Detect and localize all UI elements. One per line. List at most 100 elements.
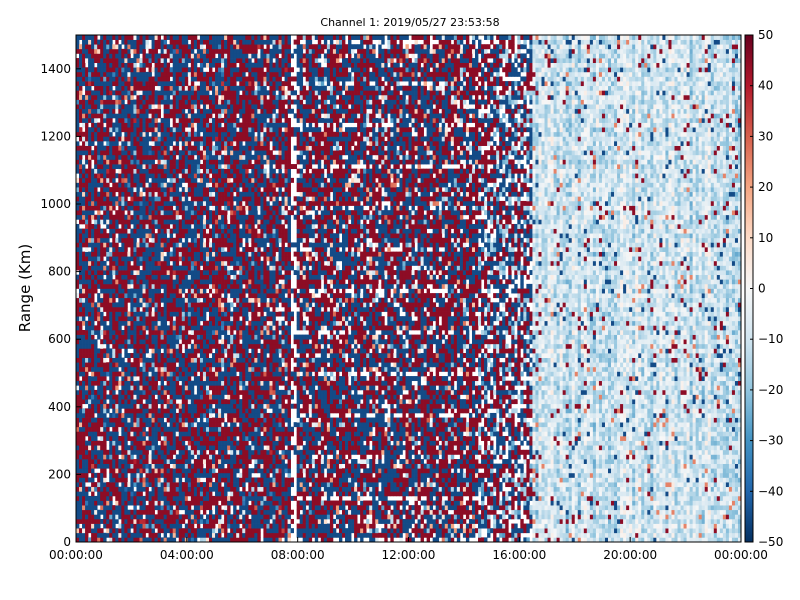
heatmap-cell bbox=[206, 136, 209, 141]
heatmap-cell bbox=[118, 270, 121, 275]
heatmap-cell bbox=[197, 270, 200, 275]
heatmap-cell bbox=[139, 501, 142, 506]
heatmap-cell bbox=[143, 404, 146, 409]
heatmap-cell bbox=[91, 256, 94, 261]
heatmap-cell bbox=[179, 53, 182, 58]
heatmap-cell bbox=[212, 445, 215, 450]
heatmap-cell bbox=[173, 395, 176, 400]
heatmap-cell bbox=[197, 141, 200, 146]
heatmap-cell bbox=[215, 44, 218, 49]
heatmap-cell bbox=[215, 413, 218, 418]
heatmap-cell bbox=[130, 44, 133, 49]
heatmap-cell bbox=[152, 284, 155, 289]
heatmap-cell bbox=[218, 399, 221, 404]
heatmap-cell bbox=[191, 159, 194, 164]
heatmap-cell bbox=[170, 35, 173, 40]
heatmap-cell bbox=[91, 238, 94, 243]
heatmap-cell bbox=[218, 270, 221, 275]
heatmap-cell bbox=[97, 284, 100, 289]
heatmap-cell bbox=[97, 104, 100, 109]
heatmap-cell bbox=[188, 206, 191, 211]
heatmap-cell bbox=[109, 219, 112, 224]
heatmap-cell bbox=[221, 487, 224, 492]
heatmap-cell bbox=[182, 316, 185, 321]
heatmap-cell bbox=[161, 454, 164, 459]
heatmap-cell bbox=[194, 178, 197, 183]
heatmap-cell bbox=[212, 293, 215, 298]
heatmap-cell bbox=[182, 362, 185, 367]
heatmap-cell bbox=[221, 450, 224, 455]
heatmap-cell bbox=[82, 210, 85, 215]
heatmap-cell bbox=[82, 76, 85, 81]
heatmap-cell bbox=[176, 445, 179, 450]
heatmap-cell bbox=[115, 265, 118, 270]
heatmap-cell bbox=[170, 381, 173, 386]
heatmap-cell bbox=[167, 459, 170, 464]
heatmap-cell bbox=[124, 219, 127, 224]
heatmap-cell bbox=[76, 514, 79, 519]
heatmap-cell bbox=[194, 325, 197, 330]
heatmap-cell bbox=[215, 256, 218, 261]
heatmap-cell bbox=[124, 238, 127, 243]
heatmap-cell bbox=[173, 468, 176, 473]
heatmap-cell bbox=[155, 524, 158, 529]
heatmap-cell bbox=[167, 224, 170, 229]
heatmap-cell bbox=[121, 265, 124, 270]
heatmap-cell bbox=[94, 464, 97, 469]
heatmap-cell bbox=[215, 454, 218, 459]
heatmap-cell bbox=[161, 362, 164, 367]
heatmap-cell bbox=[76, 265, 79, 270]
heatmap-cell bbox=[103, 482, 106, 487]
heatmap-cell bbox=[170, 510, 173, 515]
heatmap-cell bbox=[173, 371, 176, 376]
heatmap-cell bbox=[212, 40, 215, 45]
heatmap-cell bbox=[158, 155, 161, 160]
heatmap-cell bbox=[149, 196, 152, 201]
heatmap-cell bbox=[91, 514, 94, 519]
heatmap-cell bbox=[88, 399, 91, 404]
heatmap-cell bbox=[179, 169, 182, 174]
heatmap-cell bbox=[76, 344, 79, 349]
heatmap-cell bbox=[82, 289, 85, 294]
heatmap-cell bbox=[194, 210, 197, 215]
heatmap-cell bbox=[127, 514, 130, 519]
heatmap-cell bbox=[215, 422, 218, 427]
heatmap-cell bbox=[218, 224, 221, 229]
heatmap-cell bbox=[94, 58, 97, 63]
heatmap-cell bbox=[188, 325, 191, 330]
heatmap-cell bbox=[79, 127, 82, 132]
heatmap-cell bbox=[76, 159, 79, 164]
heatmap-cell bbox=[88, 206, 91, 211]
heatmap-cell bbox=[82, 95, 85, 100]
heatmap-cell bbox=[167, 496, 170, 501]
heatmap-cell bbox=[124, 127, 127, 132]
heatmap-cell bbox=[206, 58, 209, 63]
heatmap-cell bbox=[185, 81, 188, 86]
heatmap-cell bbox=[170, 307, 173, 312]
heatmap-cell bbox=[121, 192, 124, 197]
heatmap-cell bbox=[139, 238, 142, 243]
heatmap-cell bbox=[176, 413, 179, 418]
heatmap-cell bbox=[118, 196, 121, 201]
heatmap-cell bbox=[136, 81, 139, 86]
heatmap-cell bbox=[212, 321, 215, 326]
heatmap-cell bbox=[149, 289, 152, 294]
heatmap-cell bbox=[200, 58, 203, 63]
heatmap-cell bbox=[124, 40, 127, 45]
heatmap-cell bbox=[152, 528, 155, 533]
heatmap-cell bbox=[139, 252, 142, 257]
heatmap-cell bbox=[76, 118, 79, 123]
heatmap-cell bbox=[115, 146, 118, 151]
heatmap-cell bbox=[94, 325, 97, 330]
heatmap-cell bbox=[173, 459, 176, 464]
heatmap-cell bbox=[203, 104, 206, 109]
heatmap-cell bbox=[76, 141, 79, 146]
heatmap-cell bbox=[194, 247, 197, 252]
heatmap-cell bbox=[130, 81, 133, 86]
heatmap-cell bbox=[188, 289, 191, 294]
heatmap-cell bbox=[191, 40, 194, 45]
heatmap-cell bbox=[82, 81, 85, 86]
heatmap-cell bbox=[76, 468, 79, 473]
heatmap-cell bbox=[100, 159, 103, 164]
heatmap-cell bbox=[209, 146, 212, 151]
